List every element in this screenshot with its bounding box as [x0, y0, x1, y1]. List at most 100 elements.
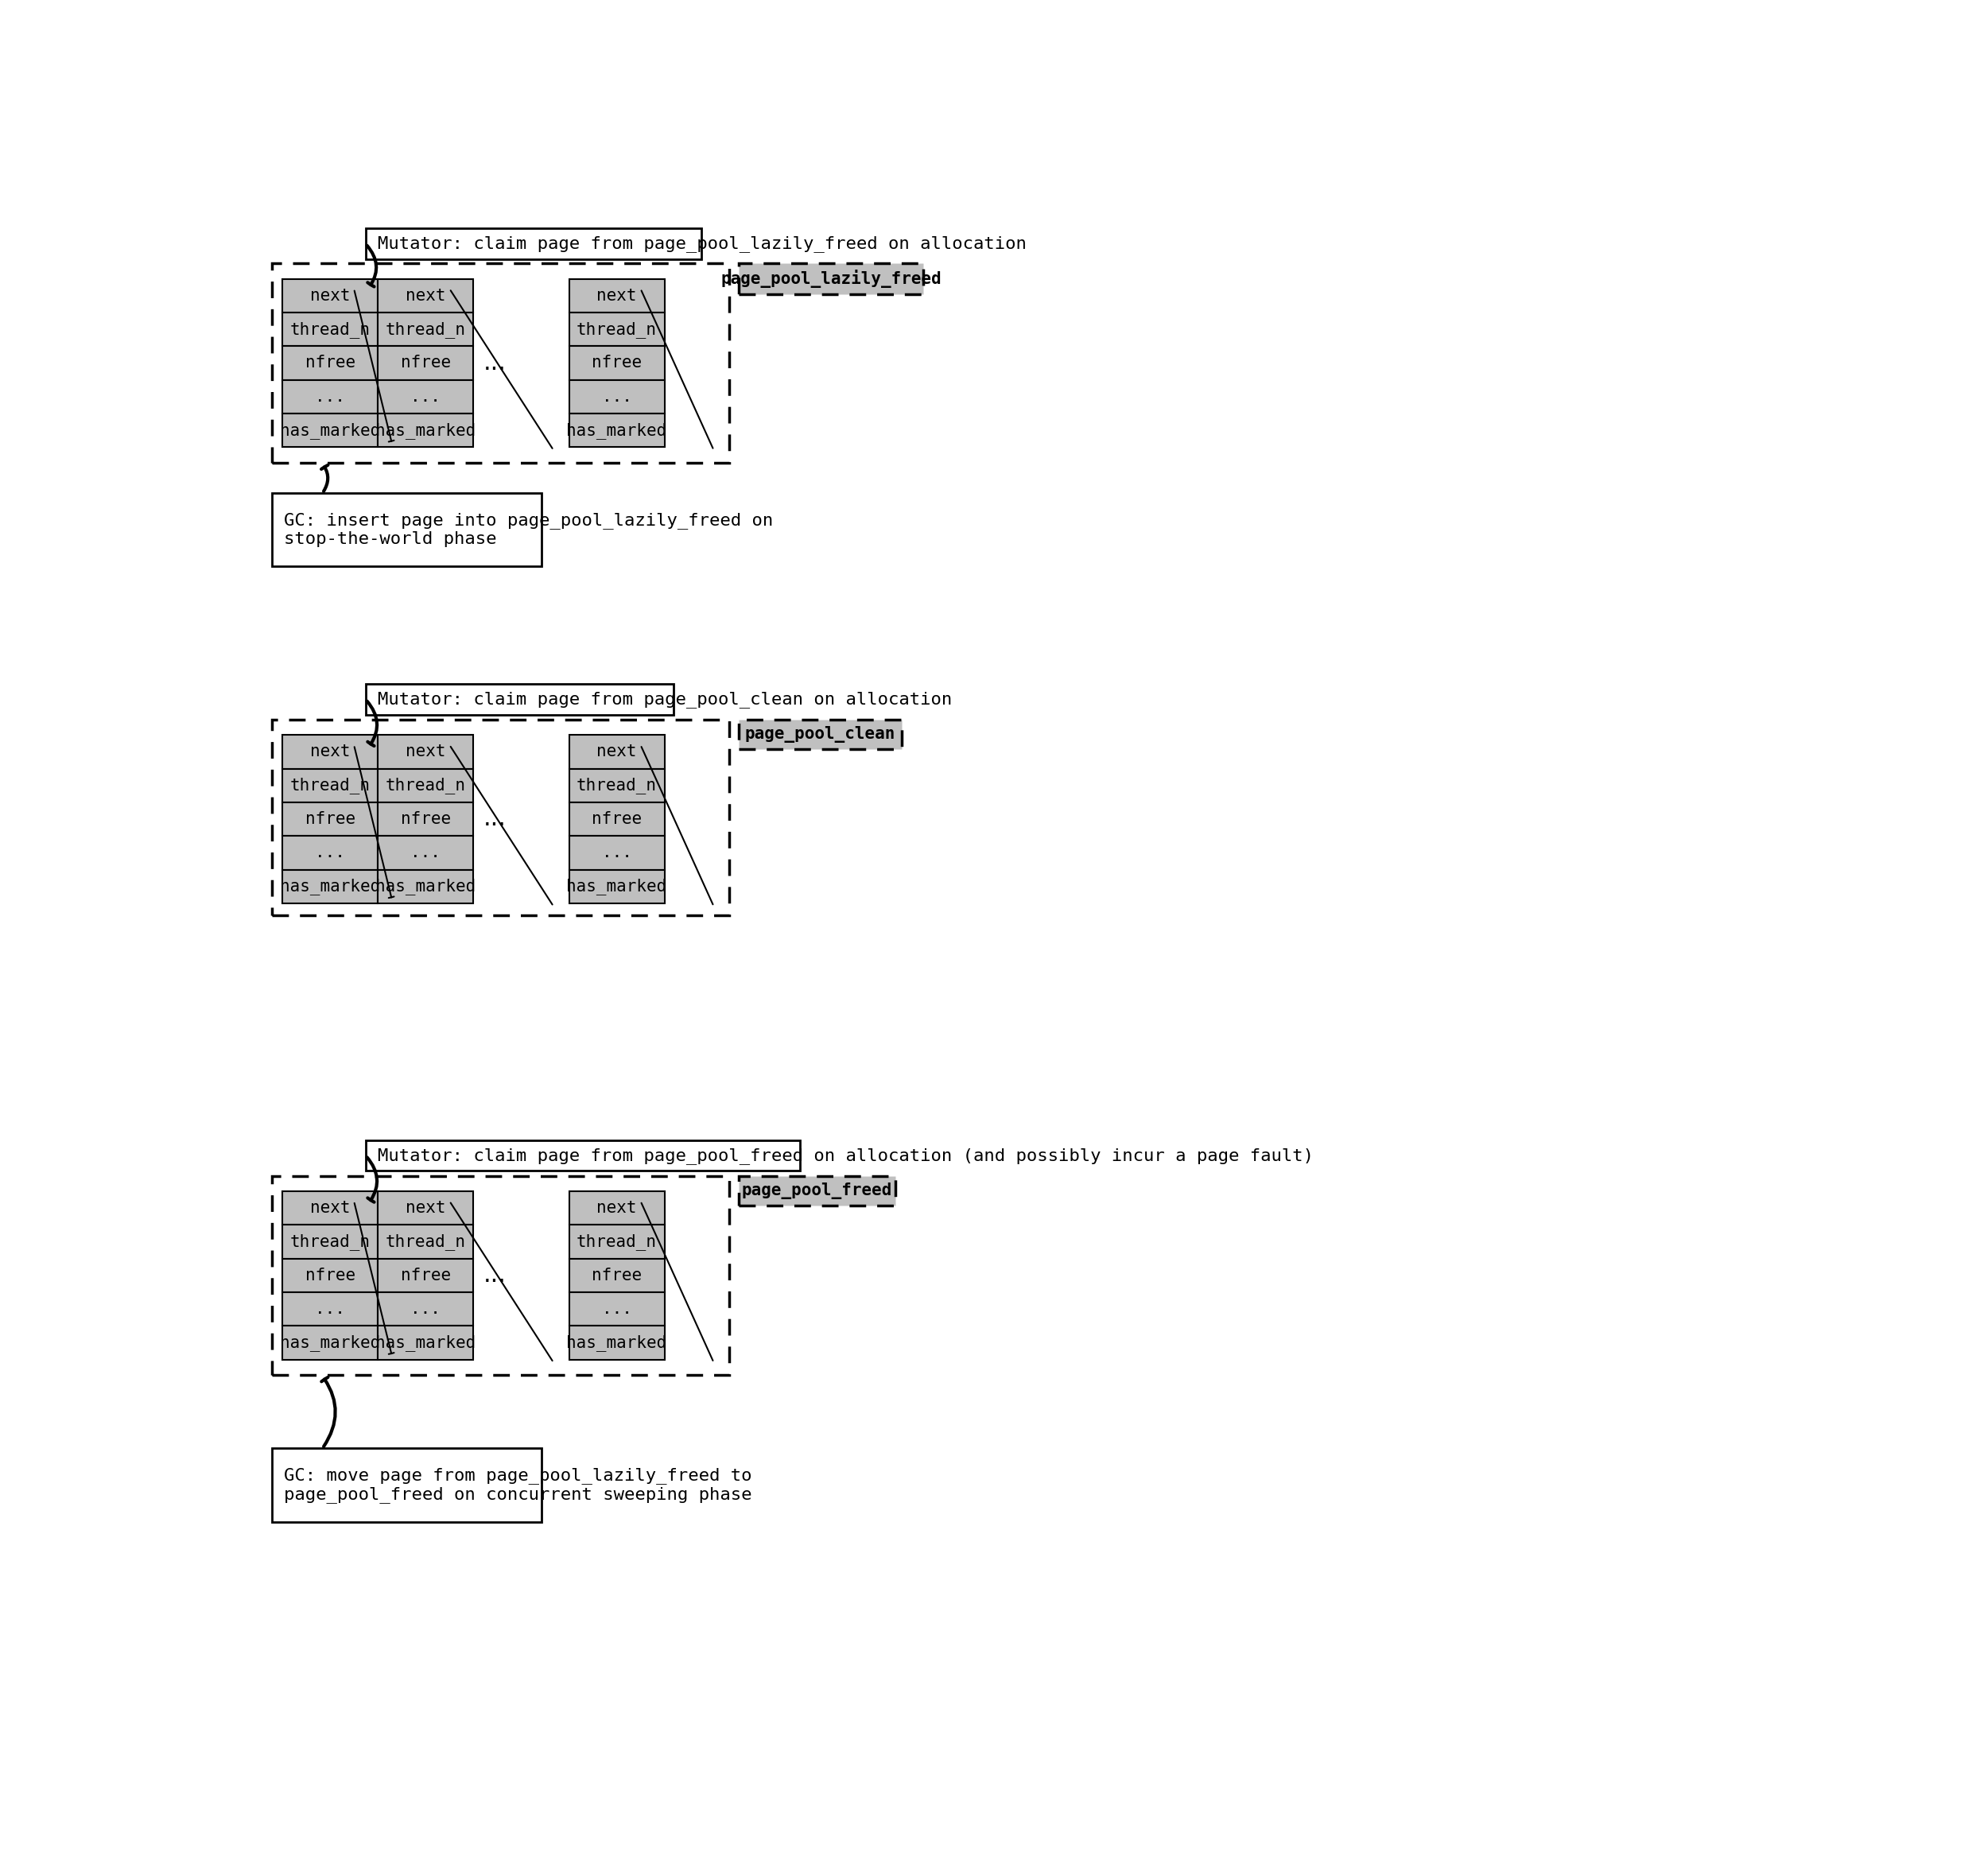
Bar	[366, 1141, 799, 1171]
Text: has_marked: has_marked	[376, 1335, 475, 1351]
Text: thread_n: thread_n	[386, 1234, 465, 1251]
Bar	[272, 263, 730, 462]
Bar	[282, 1258, 378, 1292]
Text: nfree: nfree	[592, 1268, 642, 1282]
Bar	[378, 414, 473, 447]
Bar	[378, 313, 473, 347]
Bar	[378, 835, 473, 870]
Text: thread_n: thread_n	[290, 321, 370, 337]
Text: thread_n: thread_n	[386, 777, 465, 794]
Bar	[282, 835, 378, 870]
Text: GC: move page from page_pool_lazily_freed to
page_pool_freed on concurrent sweep: GC: move page from page_pool_lazily_free…	[284, 1467, 751, 1502]
Text: Mutator: claim page from page_pool_clean on allocation: Mutator: claim page from page_pool_clean…	[378, 692, 952, 708]
Bar	[738, 1176, 895, 1206]
Text: nfree: nfree	[592, 354, 642, 371]
Text: ...: ...	[483, 1264, 507, 1286]
Text: page_pool_lazily_freed: page_pool_lazily_freed	[720, 270, 942, 287]
Bar	[378, 768, 473, 802]
Text: has_marked: has_marked	[280, 421, 380, 438]
Bar	[272, 1176, 730, 1376]
Text: next: next	[310, 744, 350, 761]
Bar	[282, 313, 378, 347]
Bar	[378, 280, 473, 313]
Text: thread_n: thread_n	[577, 321, 656, 337]
Text: ...: ...	[483, 807, 507, 829]
Bar	[282, 414, 378, 447]
Text: nfree: nfree	[592, 811, 642, 828]
Bar	[366, 229, 702, 259]
Bar	[569, 835, 664, 870]
Bar	[569, 1225, 664, 1258]
Text: ...: ...	[602, 390, 632, 404]
Bar	[569, 1292, 664, 1325]
Text: has_marked: has_marked	[376, 878, 475, 895]
Bar	[282, 1325, 378, 1359]
Bar	[378, 347, 473, 380]
Bar	[272, 720, 730, 915]
Text: has_marked: has_marked	[567, 421, 666, 438]
Text: next: next	[406, 744, 445, 761]
Text: Mutator: claim page from page_pool_freed on allocation (and possibly incur a pag: Mutator: claim page from page_pool_freed…	[378, 1148, 1314, 1163]
Bar	[282, 1225, 378, 1258]
Text: has_marked: has_marked	[567, 878, 666, 895]
Bar	[378, 802, 473, 835]
Text: next: next	[596, 287, 636, 304]
Bar	[378, 380, 473, 414]
Bar	[569, 1325, 664, 1359]
Bar	[282, 802, 378, 835]
Text: ...: ...	[602, 1301, 632, 1318]
Text: thread_n: thread_n	[386, 321, 465, 337]
Bar	[282, 1191, 378, 1225]
Text: thread_n: thread_n	[577, 1234, 656, 1251]
Text: nfree: nfree	[402, 811, 451, 828]
Bar	[378, 1325, 473, 1359]
Text: thread_n: thread_n	[577, 777, 656, 794]
Bar	[282, 280, 378, 313]
Text: next: next	[596, 1200, 636, 1215]
Text: ...: ...	[602, 844, 632, 861]
Bar	[738, 720, 903, 749]
Text: ...: ...	[412, 390, 441, 404]
Bar	[378, 1292, 473, 1325]
Text: page_pool_clean: page_pool_clean	[746, 725, 895, 742]
Bar	[569, 313, 664, 347]
Text: next: next	[406, 287, 445, 304]
Text: next: next	[406, 1200, 445, 1215]
Bar	[569, 802, 664, 835]
Text: next: next	[310, 287, 350, 304]
Text: nfree: nfree	[304, 354, 356, 371]
Text: ...: ...	[314, 844, 346, 861]
Bar	[378, 1191, 473, 1225]
Bar	[569, 870, 664, 904]
Text: has_marked: has_marked	[280, 1335, 380, 1351]
Bar	[569, 1191, 664, 1225]
Text: nfree: nfree	[304, 811, 356, 828]
Text: ...: ...	[412, 844, 441, 861]
Bar	[282, 1292, 378, 1325]
Text: page_pool_freed: page_pool_freed	[742, 1182, 893, 1199]
Bar	[282, 870, 378, 904]
Bar	[569, 1258, 664, 1292]
Bar	[282, 380, 378, 414]
Text: has_marked: has_marked	[376, 421, 475, 438]
Bar	[569, 768, 664, 802]
Bar	[569, 414, 664, 447]
Bar	[378, 1225, 473, 1258]
Bar	[569, 734, 664, 768]
Text: ...: ...	[314, 1301, 346, 1318]
Text: Mutator: claim page from page_pool_lazily_freed on allocation: Mutator: claim page from page_pool_lazil…	[378, 235, 1026, 252]
Text: nfree: nfree	[304, 1268, 356, 1282]
Text: GC: insert page into page_pool_lazily_freed on
stop-the-world phase: GC: insert page into page_pool_lazily_fr…	[284, 513, 773, 548]
Text: ...: ...	[483, 350, 507, 375]
Bar	[282, 768, 378, 802]
Text: nfree: nfree	[402, 1268, 451, 1282]
Text: ...: ...	[314, 390, 346, 404]
Text: next: next	[596, 744, 636, 761]
Bar	[272, 1448, 541, 1521]
Bar	[378, 870, 473, 904]
Bar	[378, 1258, 473, 1292]
Bar	[569, 380, 664, 414]
Text: next: next	[310, 1200, 350, 1215]
Bar	[366, 684, 674, 714]
Bar	[282, 347, 378, 380]
